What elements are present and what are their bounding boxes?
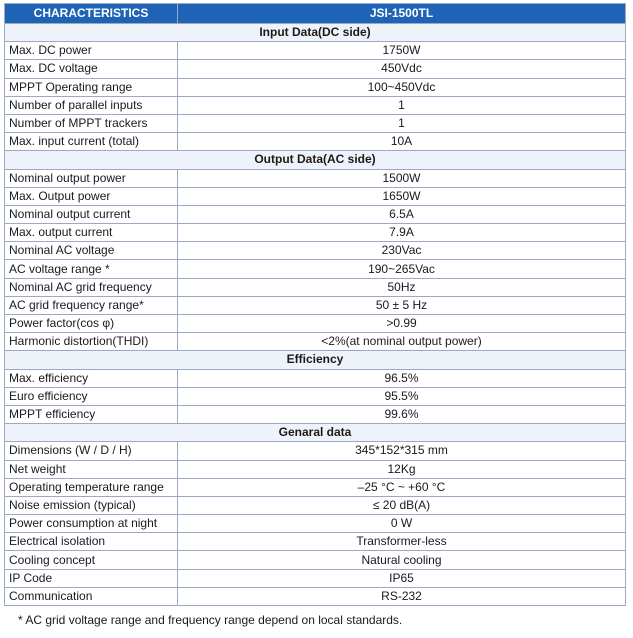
table-row: Cooling concept Natural cooling [4,550,626,570]
parameter-label: Power factor(cos φ) [4,313,178,334]
spec-table: CHARACTERISTICS JSI-1500TL Input Data(DC… [4,3,626,607]
parameter-value: Transformer-less [177,532,626,552]
parameter-value: 1750W [177,41,626,61]
parameter-value: 450Vdc [177,59,626,79]
parameter-value: IP65 [177,568,626,588]
parameter-value: 1500W [177,168,626,188]
parameter-label: Nominal AC voltage [4,241,178,261]
parameter-label: Nominal AC grid frequency [4,277,178,297]
parameter-value: 1650W [177,186,626,206]
table-row: Nominal output current 6.5A [4,204,626,225]
table-row: Max. DC voltage 450Vdc [4,59,626,79]
parameter-label: Euro efficiency [4,386,178,406]
parameter-label: Max. DC power [4,41,178,61]
table-row: Number of parallel inputs 1 [4,95,626,115]
parameter-value: 0 W [177,514,626,534]
parameter-label: Power consumption at night [4,514,178,534]
table-row: Operating temperature range –25 °C ~ +60 … [4,477,626,497]
table-row: Nominal AC voltage 230Vac [4,241,626,261]
parameter-value: <2%(at nominal output power) [177,332,626,352]
section-header-row: Output Data(AC side) [4,150,626,170]
parameter-value: 6.5A [177,204,626,225]
parameter-value: 95.5% [177,386,626,406]
parameter-value: 1 [177,113,626,134]
parameter-value: Natural cooling [177,550,626,570]
parameter-label: Operating temperature range [4,477,178,497]
parameter-value: 10A [177,132,626,152]
parameter-label: Dimensions (W / D / H) [4,441,178,461]
footnote: * AC grid voltage range and frequency ra… [18,613,403,627]
parameter-label: MPPT efficiency [4,404,178,425]
table-row: Max. Output power 1650W [4,186,626,206]
parameter-value: RS-232 [177,586,626,607]
parameter-label: Net weight [4,459,178,479]
parameter-label: Max. output current [4,223,178,243]
parameter-value: 100~450Vdc [177,77,626,97]
parameter-label: Number of MPPT trackers [4,113,178,134]
table-row: Number of MPPT trackers 1 [4,113,626,134]
table-header-row: CHARACTERISTICS JSI-1500TL [4,3,626,24]
table-row: Noise emission (typical) ≤ 20 dB(A) [4,495,626,516]
spec-body: Input Data(DC side) Max. DC power 1750W Max… [4,22,626,607]
table-row: Nominal AC grid frequency 50Hz [4,277,626,297]
section-title: Genaral data [4,423,626,443]
table-row: MPPT efficiency 99.6% [4,404,626,425]
table-row: Electrical isolation Transformer-less [4,532,626,552]
parameter-label: MPPT Operating range [4,77,178,97]
parameter-value: >0.99 [177,313,626,334]
characteristics-header: CHARACTERISTICS [4,3,178,24]
parameter-value: 99.6% [177,404,626,425]
parameter-value: –25 °C ~ +60 °C [177,477,626,497]
model-header: JSI-1500TL [177,3,626,24]
table-row: Power consumption at night 0 W [4,514,626,534]
section-title: Efficiency [4,350,626,370]
parameter-value: 230Vac [177,241,626,261]
parameter-value: 345*152*315 mm [177,441,626,461]
table-row: Net weight 12Kg [4,459,626,479]
parameter-label: Max. Output power [4,186,178,206]
parameter-value: 12Kg [177,459,626,479]
parameter-value: 1 [177,95,626,115]
parameter-value: 190~265Vac [177,259,626,279]
table-row: MPPT Operating range 100~450Vdc [4,77,626,97]
parameter-label: Number of parallel inputs [4,95,178,115]
section-header-row: Efficiency [4,350,626,370]
parameter-label: Cooling concept [4,550,178,570]
parameter-label: Electrical isolation [4,532,178,552]
parameter-value: 96.5% [177,368,626,388]
parameter-label: Nominal output current [4,204,178,225]
parameter-label: Nominal output power [4,168,178,188]
section-header-row: Genaral data [4,423,626,443]
table-row: Power factor(cos φ) >0.99 [4,313,626,334]
table-row: Dimensions (W / D / H) 345*152*315 mm [4,441,626,461]
section-title: Output Data(AC side) [4,150,626,170]
section-header-row: Input Data(DC side) [4,22,626,43]
parameter-label: Harmonic distortion(THDI) [4,332,178,352]
table-row: Max. DC power 1750W [4,41,626,61]
table-row: AC voltage range * 190~265Vac [4,259,626,279]
table-row: Euro efficiency 95.5% [4,386,626,406]
table-row: IP Code IP65 [4,568,626,588]
table-row: Nominal output power 1500W [4,168,626,188]
table-row: Harmonic distortion(THDI) <2%(at nominal … [4,332,626,352]
table-row: Max. output current 7.9A [4,223,626,243]
parameter-value: 7.9A [177,223,626,243]
table-row: AC grid frequency range* 50 ± 5 Hz [4,295,626,316]
section-title: Input Data(DC side) [4,22,626,43]
parameter-label: Max. efficiency [4,368,178,388]
parameter-label: IP Code [4,568,178,588]
parameter-label: Communication [4,586,178,607]
parameter-label: AC voltage range * [4,259,178,279]
parameter-label: Max. DC voltage [4,59,178,79]
table-row: Communication RS-232 [4,586,626,607]
parameter-label: Noise emission (typical) [4,495,178,516]
parameter-value: ≤ 20 dB(A) [177,495,626,516]
table-row: Max. efficiency 96.5% [4,368,626,388]
parameter-value: 50 ± 5 Hz [177,295,626,316]
parameter-label: Max. input current (total) [4,132,178,152]
parameter-label: AC grid frequency range* [4,295,178,316]
table-row: Max. input current (total) 10A [4,132,626,152]
parameter-value: 50Hz [177,277,626,297]
